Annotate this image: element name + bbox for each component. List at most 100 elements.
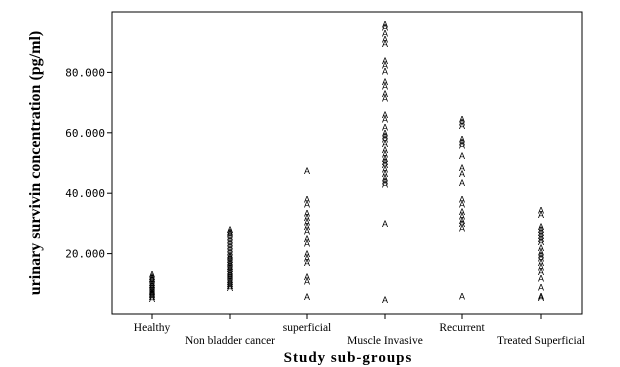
data-point: A <box>382 149 388 159</box>
data-point: A <box>459 216 465 226</box>
data-point: A <box>538 254 544 264</box>
data-point: A <box>149 290 155 300</box>
data-point: A <box>149 272 155 282</box>
data-point: A <box>459 151 465 161</box>
data-point: A <box>227 262 233 272</box>
data-point: A <box>382 29 388 39</box>
data-point: A <box>382 157 388 167</box>
data-point: A <box>227 277 233 287</box>
data-point: A <box>149 292 155 302</box>
data-point: A <box>227 227 233 237</box>
data-point: A <box>149 289 155 299</box>
data-point: A <box>538 237 544 247</box>
data-point: A <box>538 205 544 215</box>
data-point: A <box>149 270 155 280</box>
data-point: A <box>149 276 155 286</box>
data-point: A <box>304 213 310 223</box>
y-tick-label: 40.000 <box>65 187 105 200</box>
data-point: A <box>304 249 310 259</box>
data-point: A <box>459 199 465 209</box>
data-point: A <box>304 276 310 286</box>
data-point: A <box>304 254 310 264</box>
data-point: A <box>382 295 388 305</box>
data-point: A <box>382 110 388 120</box>
data-point: A <box>382 180 388 190</box>
data-point: A <box>304 208 310 218</box>
data-point: A <box>304 222 310 232</box>
data-point: A <box>304 195 310 205</box>
data-point: A <box>382 56 388 66</box>
data-point: A <box>304 272 310 282</box>
data-point: A <box>382 94 388 104</box>
data-point: A <box>382 89 388 99</box>
data-point: A <box>149 278 155 288</box>
data-point: A <box>227 279 233 289</box>
data-point: A <box>304 258 310 268</box>
data-point: A <box>538 234 544 244</box>
data-point: A <box>227 245 233 255</box>
data-point: A <box>149 280 155 290</box>
data-point: A <box>382 165 388 175</box>
data-point: A <box>459 219 465 229</box>
data-point: A <box>227 225 233 235</box>
data-point: A <box>149 294 155 304</box>
data-point: A <box>149 274 155 284</box>
data-point: A <box>382 174 388 184</box>
data-point: A <box>304 217 310 227</box>
data-point: A <box>227 255 233 265</box>
data-point: A <box>227 253 233 263</box>
data-point: A <box>382 219 388 229</box>
data-point: A <box>538 210 544 220</box>
data-point: A <box>538 258 544 268</box>
data-point: A <box>382 131 388 141</box>
y-tick-label: 20.000 <box>65 248 105 261</box>
data-point: A <box>538 291 544 301</box>
data-point: A <box>538 267 544 277</box>
data-point: A <box>459 223 465 233</box>
data-point: A <box>149 282 155 292</box>
data-point: A <box>459 211 465 221</box>
data-point: A <box>304 234 310 244</box>
data-point: A <box>382 154 388 164</box>
x-category-label: Non bladder cancer <box>185 335 275 347</box>
data-point: A <box>227 271 233 281</box>
data-point: A <box>227 273 233 283</box>
y-axis: 20.000 40.000 60.000 80.000 <box>65 66 112 261</box>
data-point: A <box>538 263 544 273</box>
data-point: A <box>382 81 388 91</box>
data-point: A <box>538 243 544 253</box>
data-point: A <box>382 115 388 125</box>
data-point: A <box>382 145 388 155</box>
x-category-label: Recurrent <box>439 322 485 334</box>
data-point: A <box>459 178 465 188</box>
data-point: A <box>459 140 465 150</box>
data-point: A <box>227 264 233 274</box>
data-point: A <box>538 228 544 238</box>
data-point: A <box>538 248 544 258</box>
data-point: A <box>227 250 233 260</box>
data-point: A <box>459 195 465 205</box>
x-category-label: superficial <box>283 322 332 334</box>
data-point: A <box>149 287 155 297</box>
data-point: A <box>227 236 233 246</box>
data-point: A <box>459 118 465 128</box>
data-point: A <box>382 122 388 132</box>
data-point: A <box>227 229 233 239</box>
data-point: A <box>459 115 465 125</box>
data-point: A <box>227 266 233 276</box>
data-point: A <box>227 242 233 252</box>
data-point: A <box>459 137 465 147</box>
data-point: A <box>382 23 388 33</box>
data-point: A <box>538 222 544 232</box>
data-point: A <box>538 293 544 303</box>
data-point: A <box>227 258 233 268</box>
plot-area <box>111 11 583 315</box>
data-point: A <box>149 284 155 294</box>
x-category-label: Healthy <box>134 322 171 334</box>
data-point: A <box>382 177 388 187</box>
x-category-label: Treated Superficial <box>497 335 585 347</box>
data-point: A <box>149 285 155 295</box>
data-point: A <box>304 199 310 209</box>
data-point: A <box>459 134 465 144</box>
